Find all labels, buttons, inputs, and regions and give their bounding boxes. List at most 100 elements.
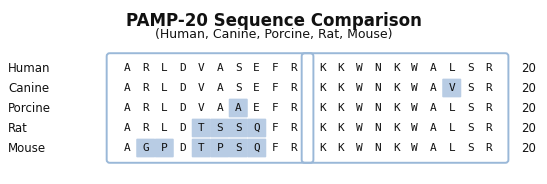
- Text: R: R: [290, 123, 297, 133]
- Text: R: R: [485, 83, 492, 93]
- Text: R: R: [290, 63, 297, 73]
- FancyBboxPatch shape: [247, 119, 266, 137]
- Text: A: A: [430, 103, 437, 113]
- FancyBboxPatch shape: [229, 99, 248, 117]
- Text: F: F: [272, 143, 278, 153]
- FancyBboxPatch shape: [210, 139, 229, 157]
- Text: W: W: [356, 63, 363, 73]
- Text: 20: 20: [521, 141, 537, 155]
- FancyBboxPatch shape: [192, 119, 211, 137]
- Text: W: W: [356, 143, 363, 153]
- Text: K: K: [393, 143, 400, 153]
- Text: E: E: [253, 83, 260, 93]
- Text: Human: Human: [8, 61, 50, 75]
- Text: (Human, Canine, Porcine, Rat, Mouse): (Human, Canine, Porcine, Rat, Mouse): [155, 28, 392, 41]
- Text: Q: Q: [253, 143, 260, 153]
- FancyBboxPatch shape: [229, 119, 248, 137]
- FancyBboxPatch shape: [442, 79, 461, 97]
- Text: A: A: [430, 143, 437, 153]
- FancyBboxPatch shape: [247, 139, 266, 157]
- Text: 20: 20: [521, 121, 537, 135]
- Text: L: L: [449, 143, 455, 153]
- Text: S: S: [217, 123, 223, 133]
- Text: S: S: [235, 83, 242, 93]
- Text: V: V: [449, 83, 455, 93]
- Text: K: K: [337, 123, 344, 133]
- Text: L: L: [449, 63, 455, 73]
- Text: D: D: [179, 103, 186, 113]
- Text: S: S: [467, 143, 474, 153]
- Text: Mouse: Mouse: [8, 141, 46, 155]
- Text: E: E: [253, 63, 260, 73]
- Text: L: L: [161, 63, 167, 73]
- FancyBboxPatch shape: [155, 139, 174, 157]
- Text: V: V: [198, 83, 205, 93]
- Text: A: A: [124, 103, 131, 113]
- Text: N: N: [374, 83, 381, 93]
- FancyBboxPatch shape: [136, 139, 155, 157]
- Text: N: N: [374, 143, 381, 153]
- Text: E: E: [253, 103, 260, 113]
- Text: T: T: [198, 143, 205, 153]
- Text: A: A: [217, 83, 223, 93]
- Text: W: W: [411, 103, 418, 113]
- Text: S: S: [235, 123, 242, 133]
- Text: L: L: [161, 83, 167, 93]
- Text: D: D: [179, 123, 186, 133]
- Text: D: D: [179, 63, 186, 73]
- Text: D: D: [179, 143, 186, 153]
- Text: N: N: [374, 123, 381, 133]
- Text: N: N: [374, 63, 381, 73]
- Text: W: W: [356, 83, 363, 93]
- Text: K: K: [337, 83, 344, 93]
- Text: K: K: [393, 83, 400, 93]
- Text: K: K: [319, 143, 325, 153]
- Text: A: A: [124, 143, 131, 153]
- Text: Canine: Canine: [8, 82, 49, 95]
- Text: R: R: [142, 83, 149, 93]
- Text: W: W: [411, 123, 418, 133]
- Text: V: V: [198, 63, 205, 73]
- Text: W: W: [356, 123, 363, 133]
- Text: F: F: [272, 123, 278, 133]
- Text: L: L: [161, 103, 167, 113]
- Text: W: W: [411, 83, 418, 93]
- Text: R: R: [142, 63, 149, 73]
- Text: V: V: [198, 103, 205, 113]
- FancyBboxPatch shape: [192, 139, 211, 157]
- Text: R: R: [142, 123, 149, 133]
- Text: R: R: [485, 123, 492, 133]
- Text: A: A: [235, 103, 242, 113]
- Text: N: N: [374, 103, 381, 113]
- FancyBboxPatch shape: [210, 119, 229, 137]
- Text: R: R: [290, 143, 297, 153]
- Text: A: A: [430, 63, 437, 73]
- Text: Q: Q: [253, 123, 260, 133]
- Text: L: L: [161, 123, 167, 133]
- Text: A: A: [430, 83, 437, 93]
- Text: R: R: [290, 103, 297, 113]
- Text: D: D: [179, 83, 186, 93]
- Text: S: S: [467, 103, 474, 113]
- Text: S: S: [467, 123, 474, 133]
- Text: W: W: [356, 103, 363, 113]
- Text: A: A: [124, 123, 131, 133]
- Text: F: F: [272, 63, 278, 73]
- Text: L: L: [449, 123, 455, 133]
- Text: K: K: [319, 83, 325, 93]
- Text: A: A: [124, 83, 131, 93]
- Text: A: A: [217, 103, 223, 113]
- Text: P: P: [217, 143, 223, 153]
- Text: R: R: [142, 103, 149, 113]
- Text: T: T: [198, 123, 205, 133]
- Text: A: A: [430, 123, 437, 133]
- Text: Rat: Rat: [8, 121, 28, 135]
- Text: P: P: [161, 143, 167, 153]
- Text: K: K: [337, 143, 344, 153]
- Text: R: R: [290, 83, 297, 93]
- Text: W: W: [411, 63, 418, 73]
- Text: S: S: [467, 63, 474, 73]
- Text: K: K: [319, 123, 325, 133]
- Text: F: F: [272, 83, 278, 93]
- Text: G: G: [142, 143, 149, 153]
